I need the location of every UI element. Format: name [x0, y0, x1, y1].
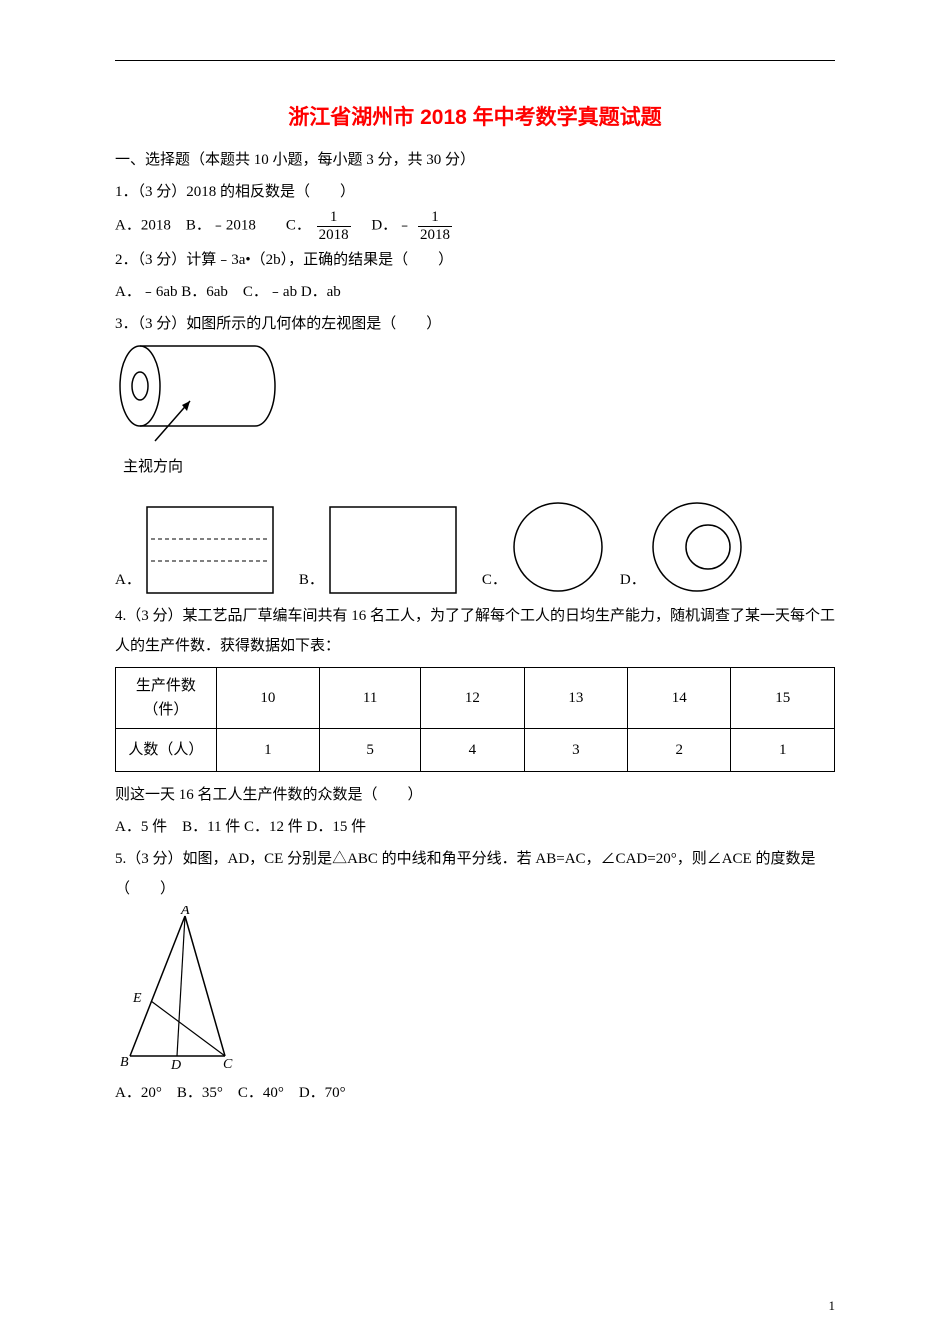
q3-choice-row: A． B． C． D．: [115, 500, 835, 595]
q3-optB-label: B．: [299, 565, 324, 595]
q3-optB-figure: [328, 505, 458, 595]
table-cell: 4: [421, 729, 524, 772]
table-row: 人数（人） 1 5 4 3 2 1: [116, 729, 835, 772]
view-direction-label: 主视方向: [123, 452, 835, 482]
vertex-D: D: [170, 1058, 181, 1073]
table-cell: 11: [320, 668, 421, 729]
q3-optA-label: A．: [115, 565, 141, 595]
section-heading: 一、选择题（本题共 10 小题，每小题 3 分，共 30 分）: [115, 145, 835, 175]
q5-stem: 5.（3 分）如图，AD，CE 分别是△ABC 的中线和角平分线．若 AB=AC…: [115, 844, 835, 904]
q4-table: 生产件数（件） 10 11 12 13 14 15 人数（人） 1 5 4 3 …: [115, 667, 835, 772]
table-cell: 5: [320, 729, 421, 772]
q1-opts-mid: D．﹣: [356, 217, 412, 233]
q3-optD-label: D．: [620, 565, 646, 595]
page-number: 1: [829, 1298, 836, 1314]
fraction-d: 1 2018: [418, 209, 452, 243]
q5-triangle-figure: A B C D E: [115, 906, 835, 1076]
exam-title: 浙江省湖州市 2018 年中考数学真题试题: [115, 101, 835, 131]
fraction-c: 1 2018: [317, 209, 351, 243]
top-rule: [115, 60, 835, 61]
q3-stem: 3．（3 分）如图所示的几何体的左视图是（ ）: [115, 309, 835, 339]
table-cell: 12: [421, 668, 524, 729]
q3-cylinder-figure: 主视方向: [115, 341, 835, 482]
q5-options: A．20° B．35° C．40° D．70°: [115, 1078, 835, 1108]
table-cell: 1: [731, 729, 835, 772]
q4-options: A．5 件 B．11 件 C．12 件 D．15 件: [115, 812, 835, 842]
q3-optA-figure: [145, 505, 275, 595]
q1-stem: 1．（3 分）2018 的相反数是（ ）: [115, 177, 835, 207]
table-cell: 13: [524, 668, 627, 729]
q3-optC-label: C．: [482, 565, 507, 595]
q4-stem: 4.（3 分）某工艺品厂草编车间共有 16 名工人，为了了解每个工人的日均生产能…: [115, 601, 835, 661]
vertex-B: B: [120, 1055, 129, 1070]
q3-optD-figure: [650, 500, 745, 595]
q2-stem: 2．（3 分）计算﹣3a•（2b），正确的结果是（ ）: [115, 245, 835, 275]
table-cell: 15: [731, 668, 835, 729]
q1-opts-pre: A．2018 B．﹣2018 C．: [115, 217, 311, 233]
q2-options: A．﹣6ab B．6ab C．﹣ab D．ab: [115, 277, 835, 307]
table-cell: 1: [216, 729, 319, 772]
table-row2-label: 人数（人）: [116, 729, 217, 772]
q4-after: 则这一天 16 名工人生产件数的众数是（ ）: [115, 780, 835, 810]
q3-optC-figure: [511, 500, 606, 595]
table-cell: 10: [216, 668, 319, 729]
vertex-E: E: [132, 991, 142, 1006]
table-header-label: 生产件数（件）: [116, 668, 217, 729]
table-cell: 14: [628, 668, 731, 729]
q1-options: A．2018 B．﹣2018 C． 1 2018 D．﹣ 1 2018: [115, 209, 835, 243]
table-cell: 3: [524, 729, 627, 772]
vertex-A: A: [180, 906, 190, 918]
table-row: 生产件数（件） 10 11 12 13 14 15: [116, 668, 835, 729]
vertex-C: C: [223, 1057, 233, 1072]
table-cell: 2: [628, 729, 731, 772]
